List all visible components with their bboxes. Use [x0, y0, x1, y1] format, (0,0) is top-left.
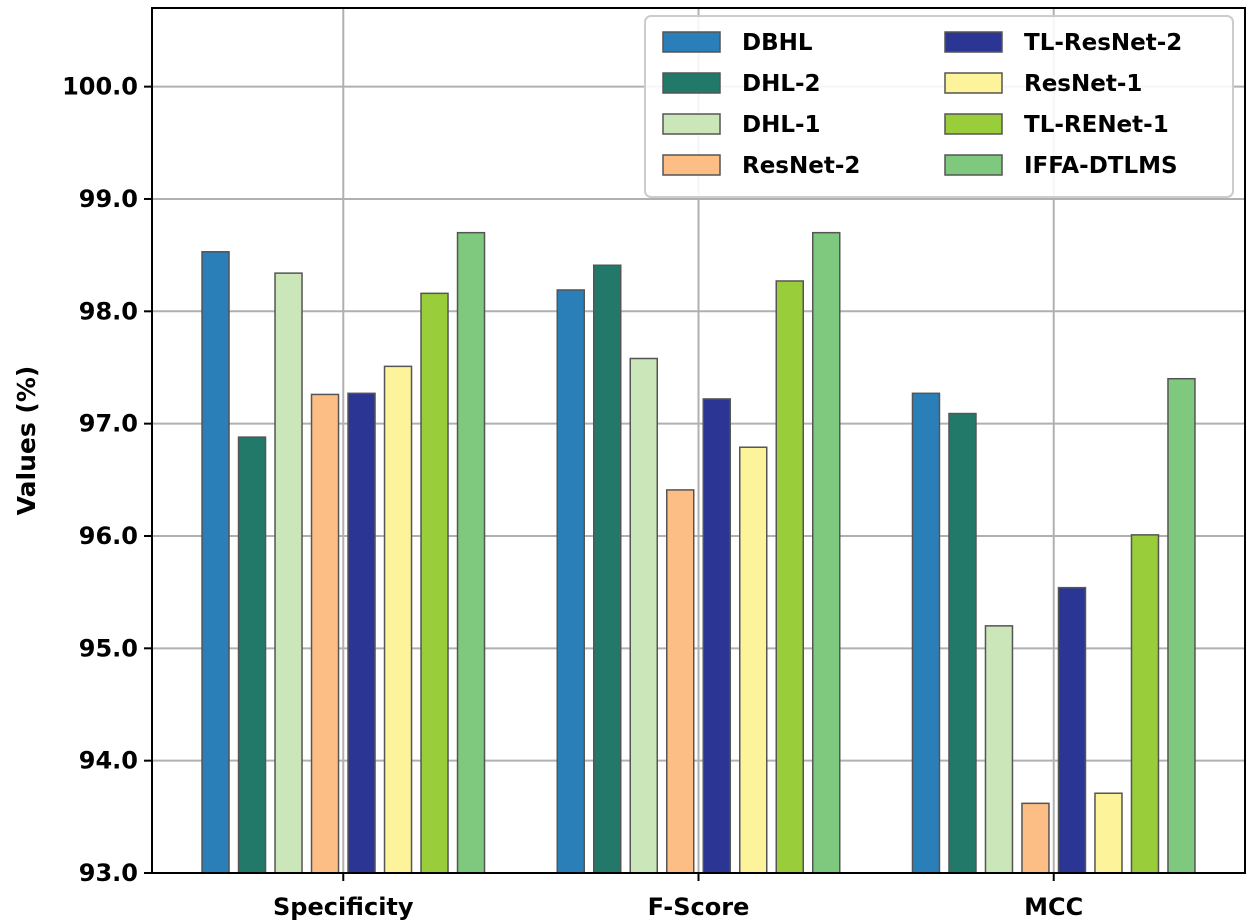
legend-swatch: [662, 72, 721, 94]
x-tick-label: F-Score: [648, 893, 750, 921]
legend-swatch: [662, 113, 721, 135]
bar: [739, 446, 768, 874]
bar: [420, 292, 449, 874]
bar: [456, 231, 486, 874]
bar: [1094, 792, 1123, 874]
bar: [948, 412, 977, 874]
bar: [593, 264, 622, 874]
y-tick-label: 100.0: [62, 73, 138, 101]
bar: [1057, 586, 1087, 874]
y-tick-label: 97.0: [79, 410, 138, 438]
y-tick-label: 93.0: [79, 859, 138, 887]
bar: [812, 231, 841, 874]
bar: [629, 357, 658, 874]
legend-swatch: [662, 154, 721, 176]
bar: [984, 625, 1014, 874]
x-axis-ticks: Specificity F-Score MCC: [273, 873, 1083, 921]
legend-label: TL-RENet-1: [1024, 112, 1169, 138]
x-tick-label: MCC: [1024, 893, 1083, 921]
bar: [237, 436, 267, 874]
legend-swatch: [662, 31, 721, 53]
legend-swatch: [944, 154, 1003, 176]
bar: [666, 489, 695, 874]
y-tick-label: 96.0: [79, 522, 138, 550]
y-axis-ticks: 93.0 94.0 95.0 96.0 97.0 98.0 99.0 100.0: [62, 73, 152, 887]
bar: [556, 289, 585, 874]
legend: DBHL DHL-2 DHL-1 ResNet-2 TL-ResNet-2 ResNet-…: [644, 15, 1234, 198]
bar: [1167, 377, 1196, 874]
y-tick-label: 99.0: [79, 185, 138, 213]
y-tick-label: 94.0: [79, 747, 138, 775]
legend-label: ResNet-1: [1024, 71, 1142, 97]
bar: [201, 251, 230, 874]
legend-swatch: [944, 72, 1003, 94]
legend-label: IFFA-DTLMS: [1024, 153, 1178, 179]
legend-swatch: [944, 31, 1003, 53]
x-tick-label: Specificity: [273, 893, 414, 921]
y-tick-label: 95.0: [79, 634, 138, 662]
bar: [1021, 802, 1050, 874]
bars: [201, 231, 1196, 874]
bar: [347, 392, 376, 874]
legend-label: DHL-1: [742, 112, 821, 138]
bar: [702, 398, 731, 874]
bar: [310, 393, 340, 874]
y-axis-label: Values (%): [12, 366, 41, 516]
legend-swatch: [944, 113, 1003, 135]
bar: [775, 280, 804, 874]
bar: [1130, 534, 1160, 874]
bar: [911, 392, 941, 874]
y-tick-label: 98.0: [79, 297, 138, 325]
legend-label: DBHL: [742, 30, 813, 56]
bar: [274, 272, 303, 874]
legend-box: [644, 15, 1234, 198]
legend-label: TL-ResNet-2: [1024, 30, 1182, 56]
legend-label: ResNet-2: [742, 153, 860, 179]
legend-label: DHL-2: [742, 71, 821, 97]
bar: [383, 365, 413, 874]
